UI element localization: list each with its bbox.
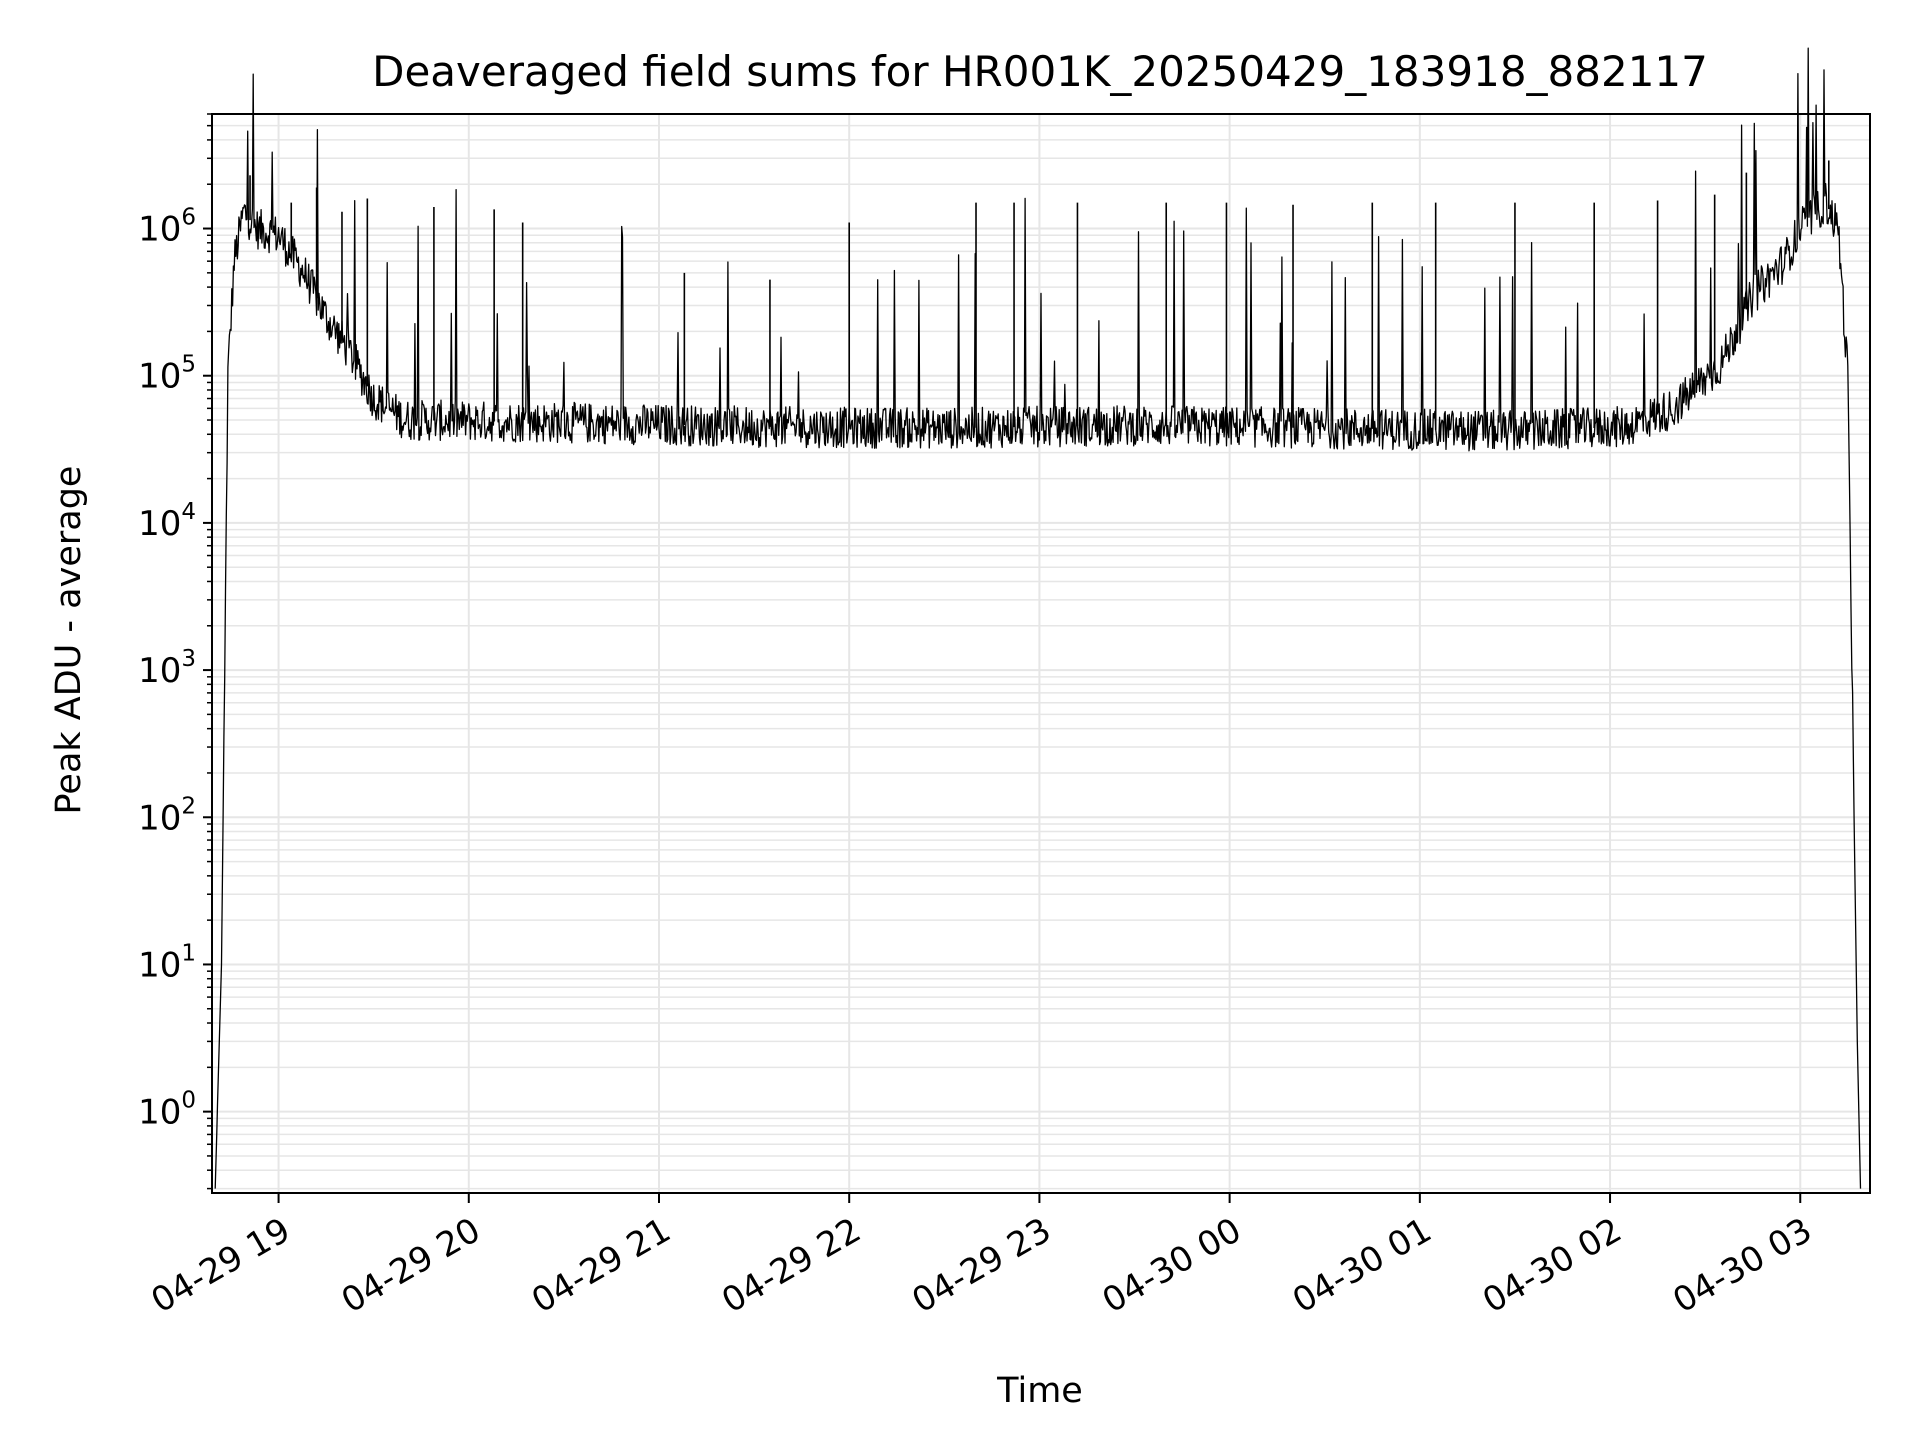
series-line [214,47,1862,1189]
y-tick-label: 103 [138,646,196,691]
chart-title: Deaveraged field sums for HR001K_2025042… [372,47,1708,96]
y-tick-label: 104 [138,499,196,544]
plot-frame [211,113,1871,1194]
y-tick-label: 105 [138,352,196,397]
y-axis: 100 101 102 103 104 105 106 [138,113,212,1190]
y-axis-label: Peak ADU - average [49,466,89,815]
series-layer [214,47,1862,1189]
x-axis-label: Time [996,1371,1083,1411]
y-tick-label: 101 [138,940,196,985]
y-tick-label: 106 [138,205,196,250]
y-tick-label: 100 [138,1088,196,1133]
y-tick-label: 102 [138,793,196,838]
